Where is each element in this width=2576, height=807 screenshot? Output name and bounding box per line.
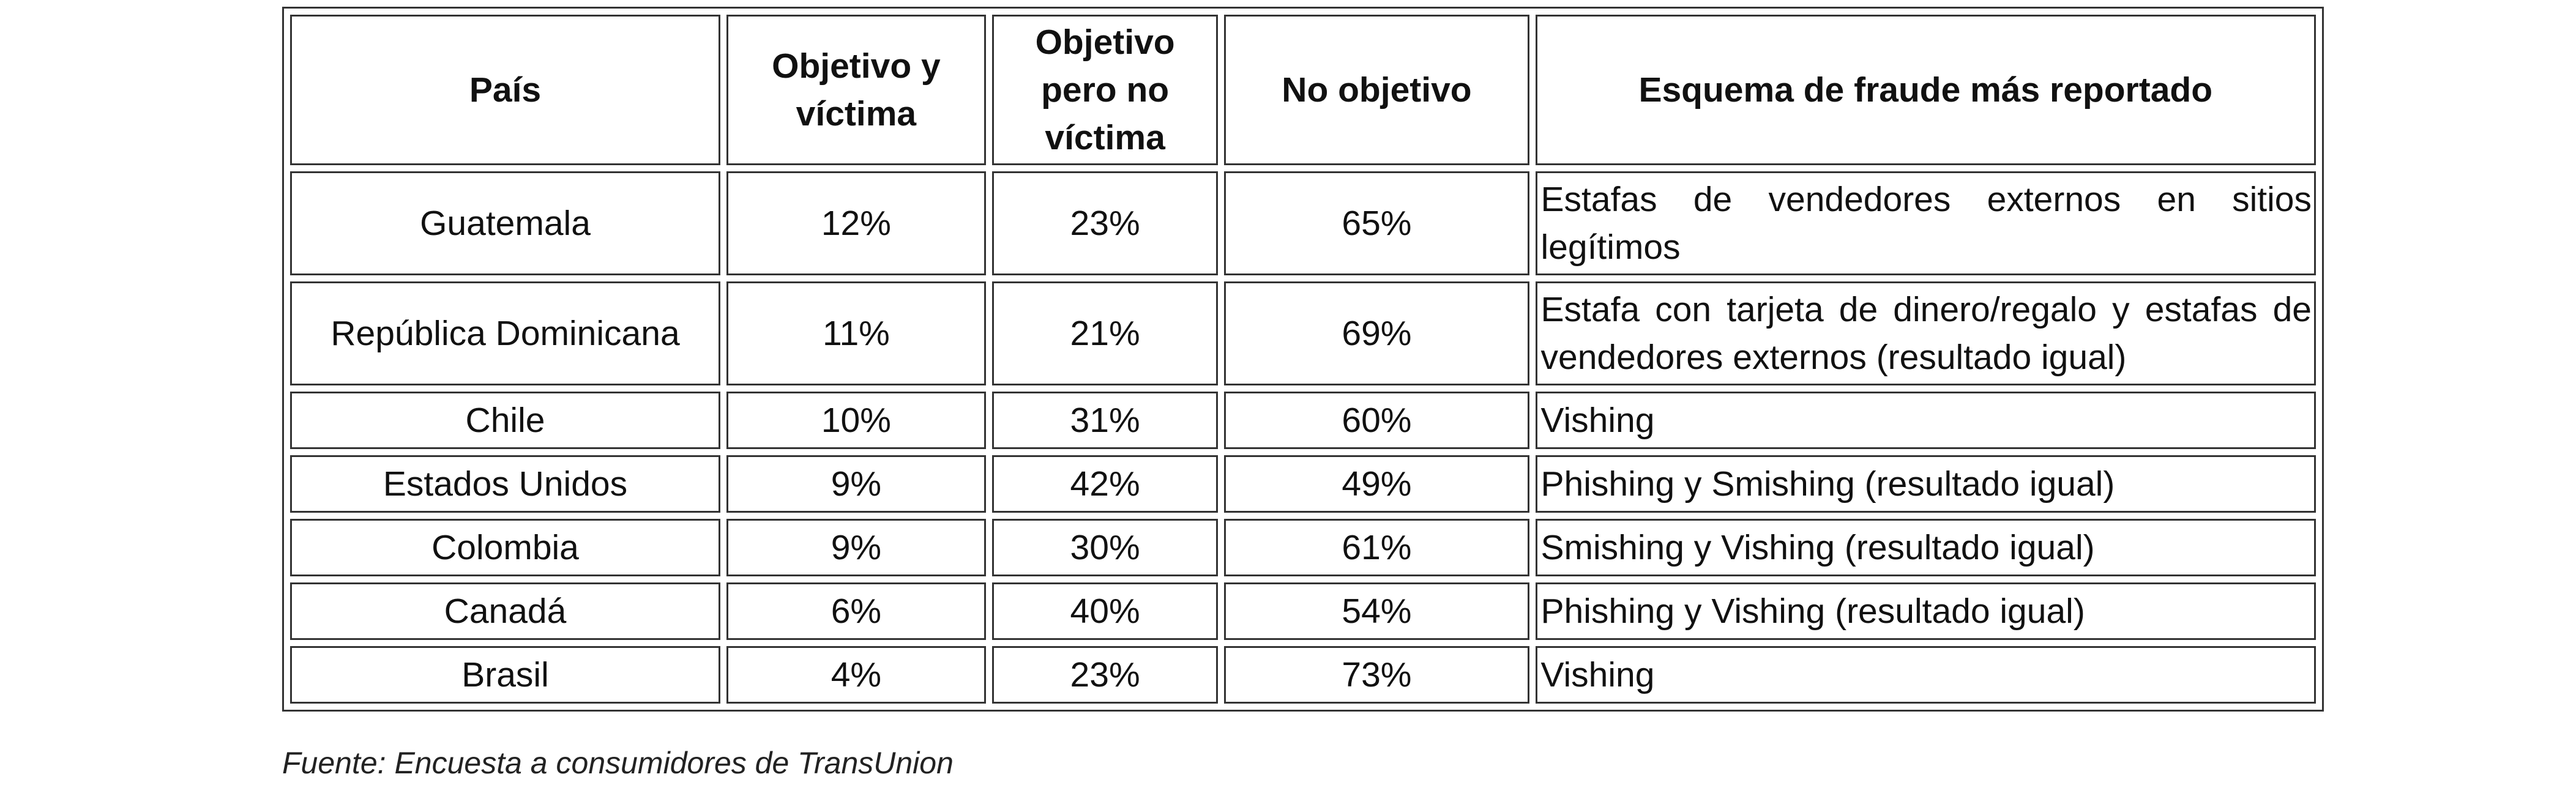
header-target-and-victim: Objetivo y víctima: [726, 15, 986, 165]
source-note: Fuente: Encuesta a consumidores de Trans…: [282, 746, 954, 780]
cell-country: Colombia: [290, 519, 720, 576]
cell-top-scheme: Vishing: [1535, 392, 2316, 449]
header-top-scheme: Esquema de fraude más reportado: [1535, 15, 2316, 165]
table-row: Chile 10% 31% 60% Vishing: [290, 392, 2316, 449]
cell-top-scheme: Phishing y Smishing (resultado igual): [1535, 455, 2316, 513]
table-row: Colombia 9% 30% 61% Smishing y Vishing (…: [290, 519, 2316, 576]
cell-country: Brasil: [290, 646, 720, 704]
cell-target-not-victim: 23%: [991, 646, 1219, 704]
cell-top-scheme: Estafa con tarjeta de dinero/regalo y es…: [1535, 281, 2316, 385]
table-row: Brasil 4% 23% 73% Vishing: [290, 646, 2316, 704]
cell-not-target: 69%: [1224, 281, 1529, 385]
fraud-survey-table-container: País Objetivo y víctima Objetivo pero no…: [282, 7, 2324, 712]
table-row: República Dominicana 11% 21% 69% Estafa …: [290, 281, 2316, 385]
cell-target-not-victim: 21%: [991, 281, 1219, 385]
cell-target-and-victim: 4%: [726, 646, 986, 704]
cell-country: Estados Unidos: [290, 455, 720, 513]
cell-target-and-victim: 10%: [726, 392, 986, 449]
cell-top-scheme: Phishing y Vishing (resultado igual): [1535, 582, 2316, 640]
header-not-target: No objetivo: [1224, 15, 1529, 165]
cell-target-not-victim: 31%: [991, 392, 1219, 449]
cell-top-scheme: Smishing y Vishing (resultado igual): [1535, 519, 2316, 576]
cell-target-and-victim: 9%: [726, 455, 986, 513]
cell-country: Guatemala: [290, 171, 720, 275]
header-target-not-victim: Objetivo pero no víctima: [991, 15, 1219, 165]
cell-not-target: 65%: [1224, 171, 1529, 275]
header-country: País: [290, 15, 720, 165]
cell-target-not-victim: 42%: [991, 455, 1219, 513]
cell-target-not-victim: 30%: [991, 519, 1219, 576]
table-row: Canadá 6% 40% 54% Phishing y Vishing (re…: [290, 582, 2316, 640]
fraud-survey-table: País Objetivo y víctima Objetivo pero no…: [282, 7, 2324, 712]
cell-target-and-victim: 12%: [726, 171, 986, 275]
cell-target-not-victim: 40%: [991, 582, 1219, 640]
cell-target-not-victim: 23%: [991, 171, 1219, 275]
cell-country: Chile: [290, 392, 720, 449]
cell-target-and-victim: 11%: [726, 281, 986, 385]
cell-country: Canadá: [290, 582, 720, 640]
cell-top-scheme: Estafas de vendedores externos en sitios…: [1535, 171, 2316, 275]
cell-not-target: 61%: [1224, 519, 1529, 576]
table-row: Estados Unidos 9% 42% 49% Phishing y Smi…: [290, 455, 2316, 513]
cell-not-target: 73%: [1224, 646, 1529, 704]
cell-target-and-victim: 9%: [726, 519, 986, 576]
cell-country: República Dominicana: [290, 281, 720, 385]
cell-not-target: 60%: [1224, 392, 1529, 449]
cell-target-and-victim: 6%: [726, 582, 986, 640]
cell-not-target: 54%: [1224, 582, 1529, 640]
cell-not-target: 49%: [1224, 455, 1529, 513]
cell-top-scheme: Vishing: [1535, 646, 2316, 704]
table-header-row: País Objetivo y víctima Objetivo pero no…: [290, 15, 2316, 165]
table-row: Guatemala 12% 23% 65% Estafas de vendedo…: [290, 171, 2316, 275]
